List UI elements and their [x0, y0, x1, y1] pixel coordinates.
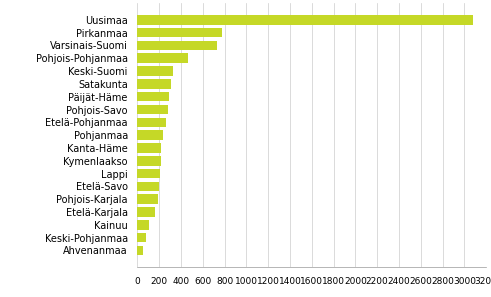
Bar — [137, 130, 163, 140]
Bar — [137, 53, 188, 63]
Bar — [137, 181, 159, 191]
Bar — [137, 66, 173, 76]
Bar — [137, 15, 473, 25]
Bar — [137, 207, 155, 217]
Bar — [137, 79, 171, 89]
Bar — [137, 28, 222, 37]
Bar — [137, 105, 168, 114]
Bar — [137, 233, 146, 242]
Bar — [137, 92, 169, 102]
Bar — [137, 156, 161, 165]
Bar — [137, 143, 162, 153]
Bar — [137, 41, 217, 50]
Bar — [137, 195, 158, 204]
Bar — [137, 220, 149, 230]
Bar — [137, 118, 166, 127]
Bar — [137, 246, 143, 255]
Bar — [137, 169, 160, 178]
